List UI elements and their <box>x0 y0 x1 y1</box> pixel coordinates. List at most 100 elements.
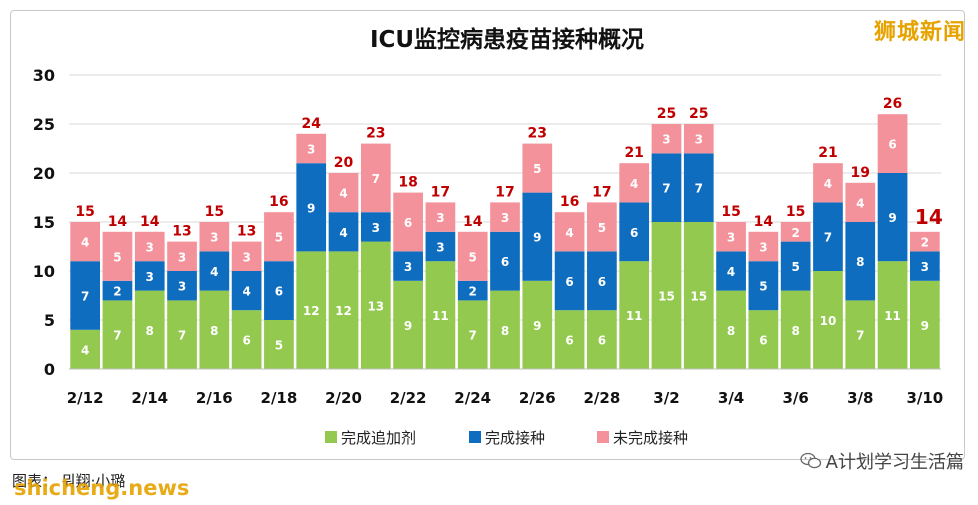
data-label: 3 <box>662 133 670 147</box>
x-tick-label: 2/24 <box>454 389 491 407</box>
data-label: 4 <box>565 226 573 240</box>
x-tick-label: 3/2 <box>653 389 679 407</box>
total-label: 25 <box>657 106 676 122</box>
bar-segment <box>360 241 391 369</box>
bar-segment <box>780 222 811 242</box>
data-label: 4 <box>81 236 89 250</box>
data-label: 8 <box>791 324 799 338</box>
bar-segment <box>199 290 230 369</box>
data-label: 4 <box>824 177 832 191</box>
x-tick-label: 3/8 <box>847 389 873 407</box>
data-label: 5 <box>275 339 283 353</box>
total-label: 19 <box>851 165 870 181</box>
x-tick-label: 2/28 <box>583 389 620 407</box>
x-tick-label: 2/18 <box>261 389 298 407</box>
data-label: 11 <box>432 309 449 323</box>
legend-swatch <box>469 431 481 443</box>
total-label: 25 <box>689 106 708 122</box>
bar-segment <box>748 231 779 262</box>
bar-segment <box>619 261 650 369</box>
bar-segment <box>457 300 488 369</box>
bar-segment <box>877 114 908 173</box>
site-watermark: shicheng.news <box>14 476 190 500</box>
data-label: 9 <box>888 211 896 225</box>
bar-segment <box>651 153 682 222</box>
x-tick-label: 3/4 <box>718 389 744 407</box>
bar-segment <box>813 271 843 369</box>
data-label: 4 <box>339 226 347 240</box>
data-label: 6 <box>501 255 509 269</box>
bar-segment <box>425 261 456 369</box>
data-label: 7 <box>662 182 670 196</box>
bar-segment <box>393 280 423 369</box>
data-label: 6 <box>404 216 412 230</box>
bar-segment <box>457 280 488 301</box>
data-label: 5 <box>469 250 477 264</box>
bar-segment <box>716 251 746 291</box>
data-label: 9 <box>533 231 541 245</box>
total-label: 13 <box>237 224 256 240</box>
total-label: 24 <box>301 116 321 132</box>
account-credit: A计划学习生活篇 <box>800 448 964 474</box>
x-tick-label: 3/6 <box>782 389 808 407</box>
bar-segment <box>619 202 650 262</box>
data-label: 7 <box>695 182 703 196</box>
data-label: 7 <box>178 329 186 343</box>
bar-segment <box>554 251 585 311</box>
bar-segment <box>554 212 585 252</box>
bar-segment <box>102 280 133 301</box>
bar-segment <box>587 251 617 311</box>
data-label: 6 <box>630 226 638 240</box>
y-tick-label: 20 <box>33 164 55 183</box>
total-label: 16 <box>269 194 288 210</box>
bar-segment <box>393 251 423 281</box>
bar-segment <box>877 173 908 262</box>
bar-segment <box>457 231 488 281</box>
bar-segment <box>845 300 876 369</box>
data-label: 7 <box>856 329 864 343</box>
bar-segment <box>167 300 197 369</box>
data-label: 2 <box>469 285 477 299</box>
data-label: 4 <box>210 265 218 279</box>
bar-segment <box>360 143 391 213</box>
data-label: 8 <box>146 324 154 338</box>
data-label: 15 <box>690 290 707 304</box>
total-label: 15 <box>205 204 224 220</box>
data-label: 3 <box>759 241 767 255</box>
bar-segment <box>909 251 940 281</box>
data-label: 8 <box>210 324 218 338</box>
data-label: 3 <box>372 221 380 235</box>
total-label: 14 <box>915 205 943 229</box>
bar-segment <box>522 143 553 193</box>
data-label: 6 <box>242 334 250 348</box>
bar-segment <box>296 163 327 252</box>
wechat-icon <box>800 452 821 469</box>
data-label: 10 <box>820 314 837 328</box>
bar-segment <box>522 192 553 281</box>
data-label: 7 <box>81 290 89 304</box>
data-label: 8 <box>501 324 509 338</box>
total-label: 20 <box>334 155 354 171</box>
data-label: 2 <box>791 226 799 240</box>
data-label: 4 <box>242 285 250 299</box>
chart-title: ICU监控病患疫苗接种概况 <box>370 26 644 53</box>
x-tick-label: 2/16 <box>196 389 233 407</box>
total-label: 23 <box>528 126 547 142</box>
data-label: 4 <box>630 177 638 191</box>
bar-segment <box>102 231 133 281</box>
data-label: 3 <box>436 211 444 225</box>
bar-segment <box>264 212 294 262</box>
data-label: 5 <box>791 260 799 274</box>
bar-segment <box>264 261 294 320</box>
data-label: 8 <box>856 255 864 269</box>
bar-segment <box>619 163 650 203</box>
legend-swatch <box>597 431 609 443</box>
y-axis: 0 5 10 15 20 25 30 <box>33 66 55 379</box>
y-tick-label: 15 <box>33 213 55 232</box>
legend-swatch <box>325 431 337 443</box>
data-label: 11 <box>626 309 643 323</box>
data-label: 6 <box>598 334 606 348</box>
legend-label: 完成追加剂 <box>341 429 416 447</box>
data-label: 15 <box>658 290 675 304</box>
total-label: 17 <box>431 184 450 200</box>
